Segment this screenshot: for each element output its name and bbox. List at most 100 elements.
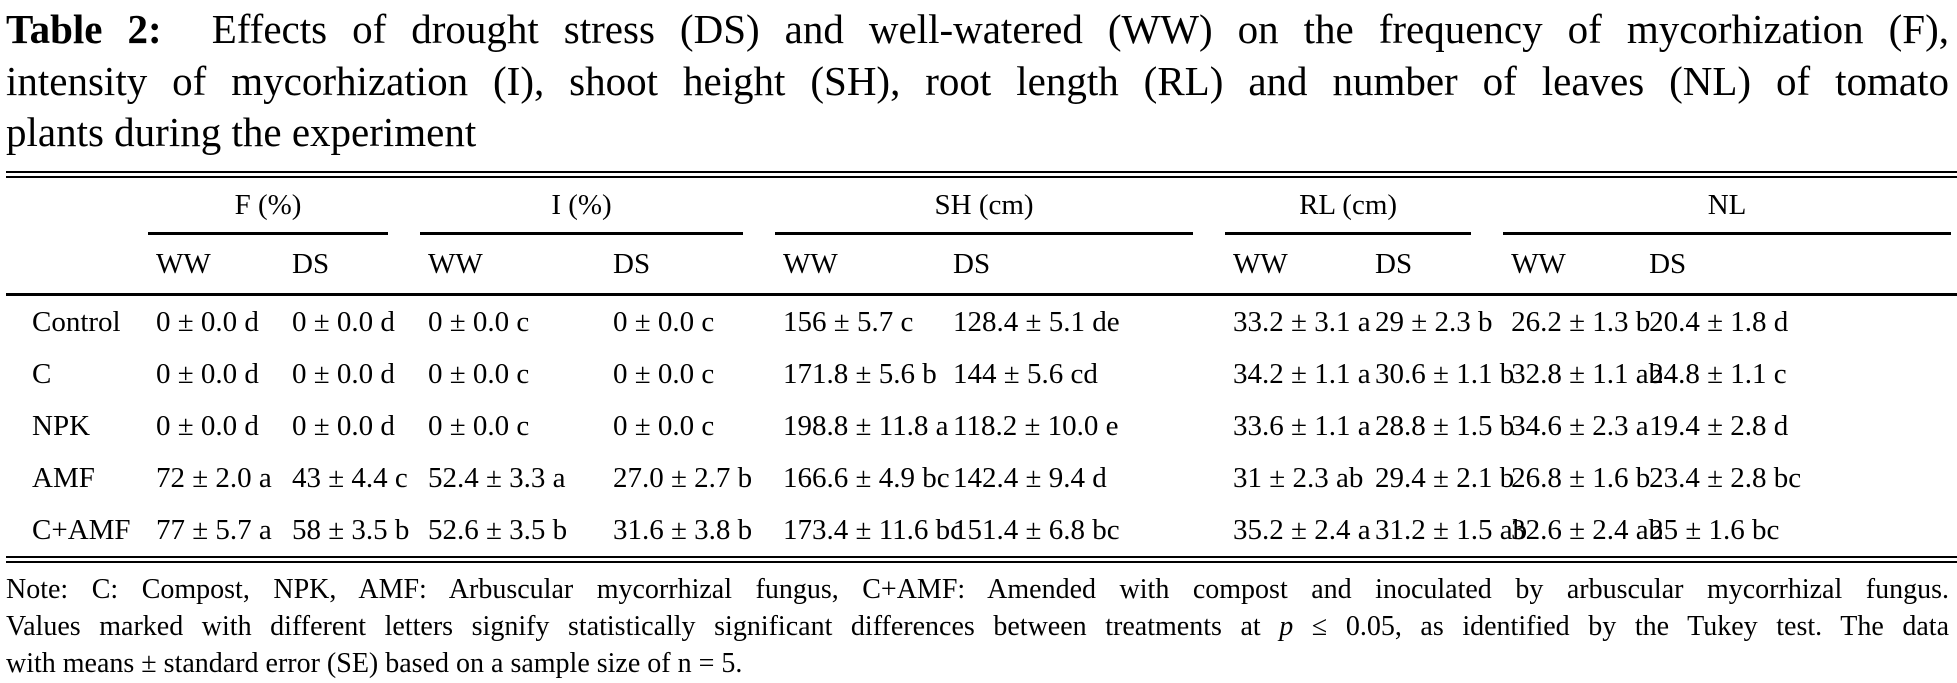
table-cell: 77 ± 5.7 a: [156, 513, 272, 546]
table-cell: 31 ± 2.3 ab: [1233, 461, 1364, 494]
subheader-i-ds: DS: [603, 234, 774, 296]
table-number: Table 2:: [6, 6, 162, 52]
table-cell: 0 ± 0.0 c: [613, 409, 715, 442]
subheader-rl-ds: DS: [1365, 234, 1502, 296]
row-label: AMF: [32, 461, 95, 494]
table-cell: 31.6 ± 3.8 b: [613, 513, 753, 546]
corner-cell: [6, 174, 146, 235]
table-row: Control 0 ± 0.0 d 0 ± 0.0 d 0 ± 0.0 c 0 ± 0.…: [6, 294, 1957, 348]
table-cell: 52.4 ± 3.3 a: [428, 461, 566, 494]
table-cell: 24.8 ± 1.1 c: [1649, 357, 1787, 390]
row-label: C+AMF: [32, 513, 131, 546]
table-cell: 27.0 ± 2.7 b: [613, 461, 753, 494]
group-label-sh: SH (cm): [934, 188, 1034, 221]
table-cell: 30.6 ± 1.1 b: [1375, 357, 1515, 390]
results-table: F (%) I (%) SH (cm) RL (cm) NL WW DS WW …: [6, 170, 1957, 563]
caption-line-1: Table 2: Effects of drought stress (DS) …: [6, 4, 1949, 56]
table-cell: 0 ± 0.0 d: [292, 409, 395, 442]
table-cell: 29.4 ± 2.1 b: [1375, 461, 1515, 494]
group-rule-i: I (%): [420, 186, 744, 235]
group-rule-rl: RL (cm): [1225, 186, 1472, 235]
group-header-row: F (%) I (%) SH (cm) RL (cm) NL: [6, 174, 1957, 235]
table-cell: 0 ± 0.0 d: [156, 409, 259, 442]
group-header-rl: RL (cm): [1223, 174, 1501, 235]
table-cell: 198.8 ± 11.8 a: [783, 409, 949, 442]
table-cell: 26.8 ± 1.6 b: [1511, 461, 1651, 494]
table-row: NPK 0 ± 0.0 d 0 ± 0.0 d 0 ± 0.0 c 0 ± 0.0 c 1…: [6, 400, 1957, 452]
note-line-2: Values marked with different letters sig…: [6, 608, 1949, 645]
subheader-i-ww: WW: [418, 234, 604, 296]
group-label-i: I (%): [551, 188, 612, 221]
group-label-nl: NL: [1707, 188, 1747, 221]
table-cell: 144 ± 5.6 cd: [953, 357, 1098, 390]
note-line-2-post: ≤ 0.05, as identified by the Tukey test.…: [1293, 611, 1949, 643]
table-cell: 0 ± 0.0 c: [428, 409, 530, 442]
subheader-rl-ww: WW: [1223, 234, 1366, 296]
table-body: Control 0 ± 0.0 d 0 ± 0.0 d 0 ± 0.0 c 0 ± 0.…: [6, 294, 1957, 559]
table-cell: 72 ± 2.0 a: [156, 461, 272, 494]
group-header-nl: NL: [1501, 174, 1957, 235]
group-header-f: F (%): [146, 174, 418, 235]
table-cell: 156 ± 5.7 c: [783, 305, 914, 338]
table-cell: 26.2 ± 1.3 b: [1511, 305, 1651, 338]
note-line-1: Note: C: Compost, NPK, AMF: Arbuscular m…: [6, 573, 1949, 605]
table-cell: 19.4 ± 2.8 d: [1649, 409, 1789, 442]
note-line-2-pre: Values marked with different letters sig…: [6, 611, 1280, 643]
row-label: Control: [32, 305, 121, 338]
note-line-3: with means ± standard error (SE) based o…: [6, 648, 743, 680]
table-cell: 0 ± 0.0 d: [156, 357, 259, 390]
table-cell: 173.4 ± 11.6 bc: [783, 513, 963, 546]
group-label-f: F (%): [234, 188, 302, 221]
table-cell: 33.6 ± 1.1 a: [1233, 409, 1371, 442]
table-cell: 142.4 ± 9.4 d: [953, 461, 1107, 494]
table-cell: 0 ± 0.0 c: [613, 305, 715, 338]
caption-line-2: intensity of mycorhization (I), shoot he…: [6, 57, 1949, 104]
table-cell: 166.6 ± 4.9 bc: [783, 461, 950, 494]
subheader-row: WW DS WW DS WW DS WW DS WW DS: [6, 234, 1957, 296]
p-value-symbol: p: [1279, 611, 1294, 643]
subheader-sh-ds: DS: [943, 234, 1224, 296]
table-cell: 32.8 ± 1.1 ab: [1511, 357, 1664, 390]
row-label: NPK: [32, 409, 91, 442]
group-label-rl: RL (cm): [1299, 188, 1398, 221]
subheader-nl-ds: DS: [1639, 234, 1957, 296]
table-cell: 0 ± 0.0 d: [292, 305, 395, 338]
group-rule-f: F (%): [148, 186, 389, 235]
subheader-f-ds: DS: [282, 234, 419, 296]
table-caption: Table 2: Effects of drought stress (DS) …: [6, 4, 1949, 159]
table-cell: 0 ± 0.0 d: [292, 357, 395, 390]
group-rule-sh: SH (cm): [775, 186, 1194, 235]
table-cell: 0 ± 0.0 c: [613, 357, 715, 390]
caption-line-1-text: Effects of drought stress (DS) and well-…: [211, 6, 1950, 52]
table-cell: 32.6 ± 2.4 ab: [1511, 513, 1664, 546]
table-cell: 20.4 ± 1.8 d: [1649, 305, 1789, 338]
corner-cell-2: [6, 234, 146, 296]
group-rule-nl: NL: [1503, 186, 1952, 235]
table-cell: 28.8 ± 1.5 b: [1375, 409, 1515, 442]
subheader-sh-ww: WW: [773, 234, 944, 296]
table-cell: 43 ± 4.4 c: [292, 461, 408, 494]
table-note: Note: C: Compost, NPK, AMF: Arbuscular m…: [6, 571, 1949, 683]
caption-line-3: plants during the experiment: [6, 109, 477, 156]
table-cell: 34.2 ± 1.1 a: [1233, 357, 1371, 390]
table-row: AMF 72 ± 2.0 a 43 ± 4.4 c 52.4 ± 3.3 a 27.0 …: [6, 452, 1957, 504]
group-header-sh: SH (cm): [773, 174, 1223, 235]
table-cell: 33.2 ± 3.1 a: [1233, 305, 1371, 338]
table-cell: 35.2 ± 2.4 a: [1233, 513, 1371, 546]
table-cell: 0 ± 0.0 c: [428, 357, 530, 390]
table-cell: 52.6 ± 3.5 b: [428, 513, 568, 546]
row-label: C: [32, 357, 52, 390]
table-cell: 34.6 ± 2.3 a: [1511, 409, 1649, 442]
table-header: F (%) I (%) SH (cm) RL (cm) NL WW DS WW …: [6, 174, 1957, 296]
subheader-nl-ww: WW: [1501, 234, 1640, 296]
table-cell: 31.2 ± 1.5 ab: [1375, 513, 1528, 546]
subheader-f-ww: WW: [146, 234, 282, 296]
table-row: C+AMF 77 ± 5.7 a 58 ± 3.5 b 52.6 ± 3.5 b 31.…: [6, 504, 1957, 560]
table-cell: 25 ± 1.6 bc: [1649, 513, 1780, 546]
table-cell: 29 ± 2.3 b: [1375, 305, 1493, 338]
table-cell: 0 ± 0.0 d: [156, 305, 259, 338]
table-cell: 171.8 ± 5.6 b: [783, 357, 937, 390]
table-row: C 0 ± 0.0 d 0 ± 0.0 d 0 ± 0.0 c 0 ± 0.0 c 171…: [6, 348, 1957, 400]
table-cell: 23.4 ± 2.8 bc: [1649, 461, 1802, 494]
